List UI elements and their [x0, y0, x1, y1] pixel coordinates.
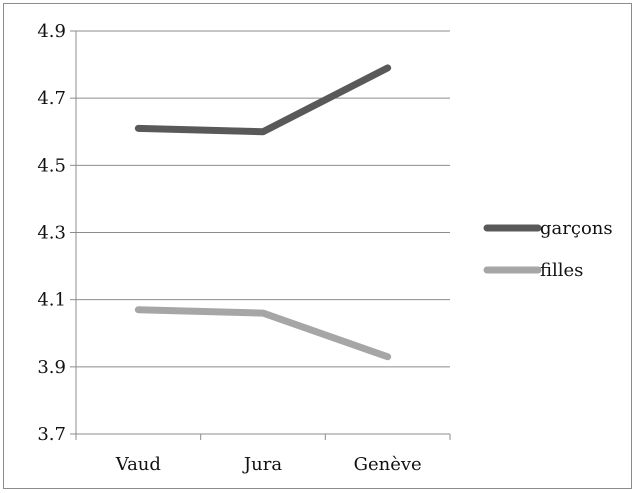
y-tick-label: 4.3: [37, 223, 66, 244]
series-line-1: [134, 306, 392, 361]
legend-label: garçons: [540, 218, 613, 239]
gridlines: [76, 30, 450, 368]
y-tick-label: 3.9: [37, 357, 66, 378]
y-tick-label: 4.9: [37, 21, 66, 42]
chart-frame: [3, 3, 632, 489]
series-line-0: [134, 64, 392, 136]
legend: garçons filles: [483, 218, 613, 281]
series-lines: [134, 64, 392, 361]
legend-label: filles: [540, 260, 583, 281]
y-axis-ticks: 3.7 3.9 4.1 4.3 4.5 4.7 4.9: [37, 21, 76, 445]
x-tick-label: Jura: [242, 454, 282, 475]
y-tick-label: 4.1: [37, 290, 66, 311]
y-tick-label: 4.5: [37, 155, 66, 176]
y-tick-label: 3.7: [37, 424, 66, 445]
x-axis-ticks: Vaud Jura Genève: [75, 434, 451, 475]
x-tick-label: Vaud: [115, 454, 161, 475]
y-tick-label: 4.7: [37, 88, 66, 109]
x-tick-label: Genève: [354, 454, 422, 475]
